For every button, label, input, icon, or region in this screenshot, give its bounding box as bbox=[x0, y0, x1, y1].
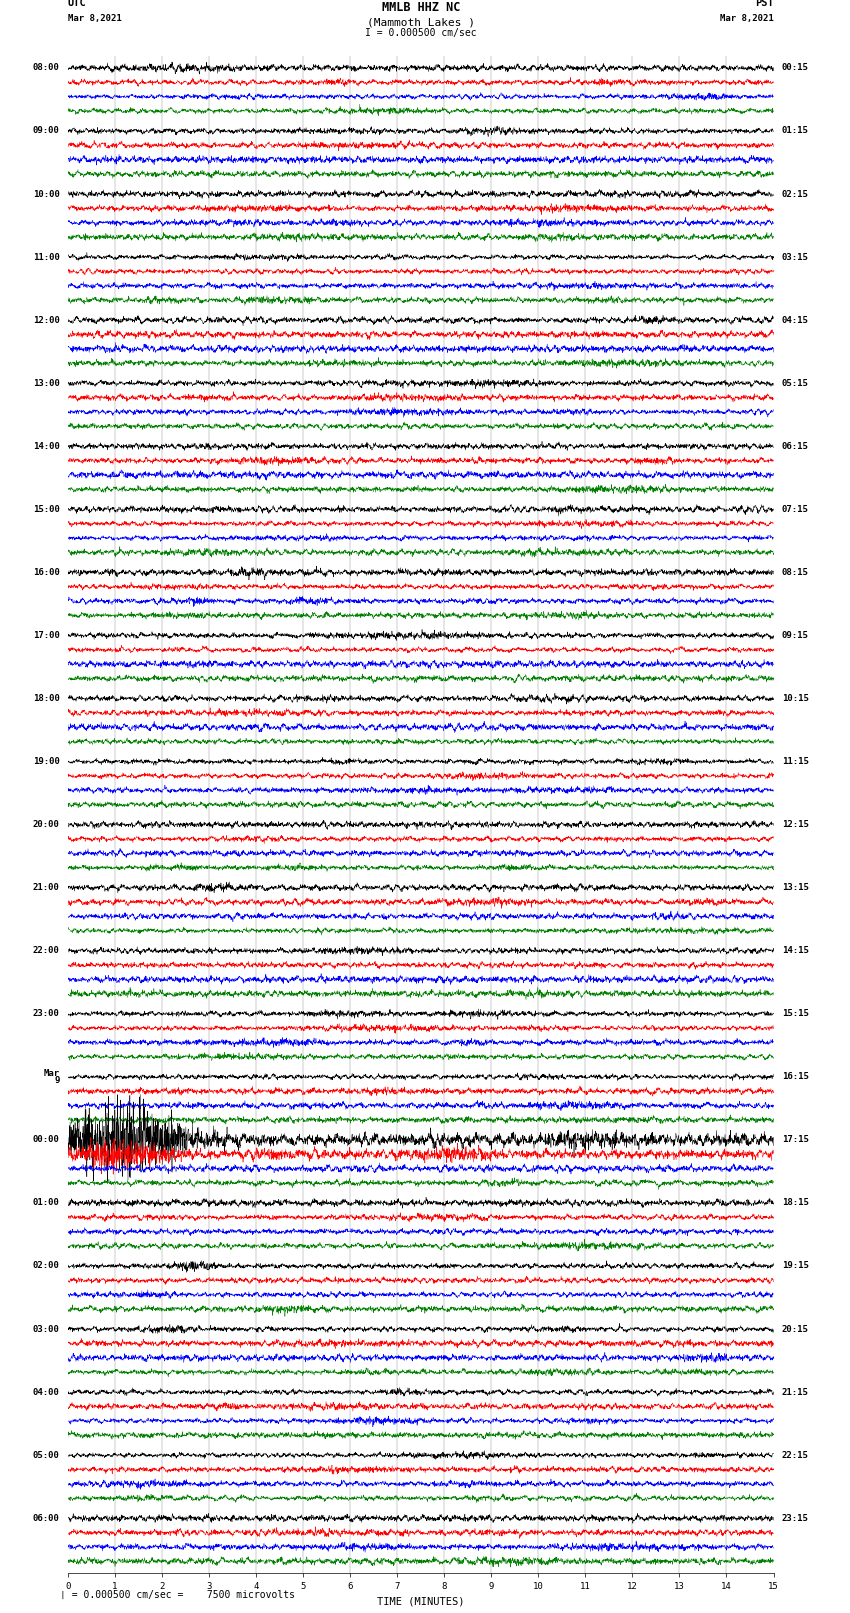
Text: 05:15: 05:15 bbox=[782, 379, 809, 387]
Text: 16:15: 16:15 bbox=[782, 1073, 809, 1081]
Text: 19:00: 19:00 bbox=[32, 756, 60, 766]
Text: MMLB HHZ NC: MMLB HHZ NC bbox=[382, 2, 460, 15]
Text: 13:00: 13:00 bbox=[32, 379, 60, 387]
Text: 21:00: 21:00 bbox=[32, 884, 60, 892]
Text: 11:00: 11:00 bbox=[32, 253, 60, 261]
Text: 18:15: 18:15 bbox=[782, 1198, 809, 1208]
X-axis label: TIME (MINUTES): TIME (MINUTES) bbox=[377, 1597, 464, 1607]
Text: 15:00: 15:00 bbox=[32, 505, 60, 515]
Text: 20:15: 20:15 bbox=[782, 1324, 809, 1334]
Text: Mar 8,2021: Mar 8,2021 bbox=[68, 15, 122, 23]
Text: 04:15: 04:15 bbox=[782, 316, 809, 324]
Text: 05:00: 05:00 bbox=[32, 1450, 60, 1460]
Text: 16:00: 16:00 bbox=[32, 568, 60, 577]
Text: ❘ = 0.000500 cm/sec =    7500 microvolts: ❘ = 0.000500 cm/sec = 7500 microvolts bbox=[60, 1590, 294, 1600]
Text: 10:15: 10:15 bbox=[782, 694, 809, 703]
Text: (Mammoth Lakes ): (Mammoth Lakes ) bbox=[366, 18, 475, 27]
Text: 15:15: 15:15 bbox=[782, 1010, 809, 1018]
Text: Mar 8,2021: Mar 8,2021 bbox=[720, 15, 774, 23]
Text: 13:15: 13:15 bbox=[782, 884, 809, 892]
Text: 12:00: 12:00 bbox=[32, 316, 60, 324]
Text: 22:00: 22:00 bbox=[32, 947, 60, 955]
Text: 09:15: 09:15 bbox=[782, 631, 809, 640]
Text: 01:15: 01:15 bbox=[782, 126, 809, 135]
Text: 22:15: 22:15 bbox=[782, 1450, 809, 1460]
Text: 09:00: 09:00 bbox=[32, 126, 60, 135]
Text: 00:00: 00:00 bbox=[32, 1136, 60, 1144]
Text: 14:15: 14:15 bbox=[782, 947, 809, 955]
Text: 9: 9 bbox=[54, 1076, 60, 1086]
Text: 03:15: 03:15 bbox=[782, 253, 809, 261]
Text: 10:00: 10:00 bbox=[32, 190, 60, 198]
Text: 20:00: 20:00 bbox=[32, 819, 60, 829]
Text: 11:15: 11:15 bbox=[782, 756, 809, 766]
Text: 17:15: 17:15 bbox=[782, 1136, 809, 1144]
Text: 18:00: 18:00 bbox=[32, 694, 60, 703]
Text: 08:15: 08:15 bbox=[782, 568, 809, 577]
Text: 19:15: 19:15 bbox=[782, 1261, 809, 1271]
Text: 07:15: 07:15 bbox=[782, 505, 809, 515]
Text: I = 0.000500 cm/sec: I = 0.000500 cm/sec bbox=[365, 29, 477, 39]
Text: PST: PST bbox=[755, 0, 774, 8]
Text: 00:15: 00:15 bbox=[782, 63, 809, 73]
Text: 06:00: 06:00 bbox=[32, 1513, 60, 1523]
Text: UTC: UTC bbox=[68, 0, 87, 8]
Text: 02:15: 02:15 bbox=[782, 190, 809, 198]
Text: 04:00: 04:00 bbox=[32, 1387, 60, 1397]
Text: 03:00: 03:00 bbox=[32, 1324, 60, 1334]
Text: 02:00: 02:00 bbox=[32, 1261, 60, 1271]
Text: 08:00: 08:00 bbox=[32, 63, 60, 73]
Text: 14:00: 14:00 bbox=[32, 442, 60, 450]
Text: 17:00: 17:00 bbox=[32, 631, 60, 640]
Text: 01:00: 01:00 bbox=[32, 1198, 60, 1208]
Text: 21:15: 21:15 bbox=[782, 1387, 809, 1397]
Text: 23:15: 23:15 bbox=[782, 1513, 809, 1523]
Text: 23:00: 23:00 bbox=[32, 1010, 60, 1018]
Text: 06:15: 06:15 bbox=[782, 442, 809, 450]
Text: 12:15: 12:15 bbox=[782, 819, 809, 829]
Text: Mar: Mar bbox=[43, 1069, 60, 1077]
